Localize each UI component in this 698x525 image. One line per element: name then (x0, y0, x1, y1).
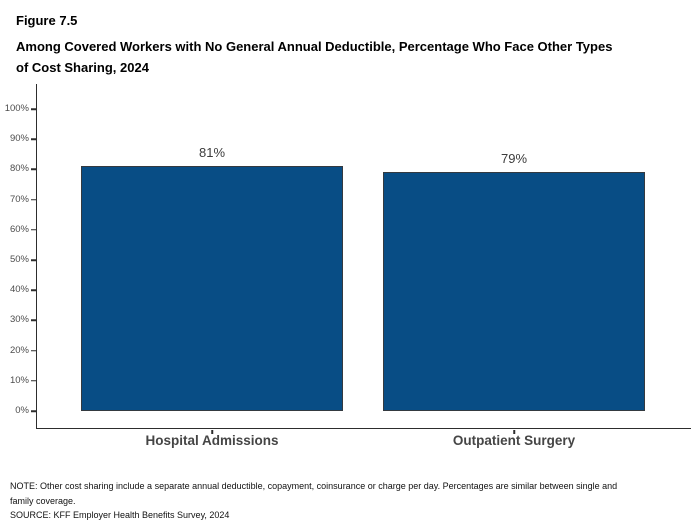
y-tick-mark (31, 349, 36, 352)
x-axis-line (36, 428, 691, 429)
y-tick-label: 100% (4, 103, 29, 114)
y-tick-mark (31, 319, 36, 322)
y-tick-label: 60% (9, 223, 29, 235)
y-tick-label: 50% (9, 254, 29, 265)
y-tick-mark (31, 138, 36, 140)
y-tick-label: 40% (9, 284, 29, 296)
x-category-label: Hospital Admissions (145, 433, 279, 448)
y-tick-mark (31, 198, 36, 201)
y-tick-mark (31, 259, 36, 261)
chart-title-line1: Among Covered Workers with No General An… (16, 39, 613, 54)
bar-1 (383, 172, 645, 411)
x-tick-mark (513, 429, 515, 434)
footer-notes: NOTE: Other cost sharing include a separ… (10, 479, 695, 523)
y-tick-label: 70% (9, 193, 29, 205)
bar-value-label: 81% (198, 145, 226, 161)
y-tick-label: 0% (15, 405, 29, 416)
y-tick-label: 90% (9, 133, 29, 145)
source-text: SOURCE: KFF Employer Health Benefits Sur… (10, 510, 230, 520)
note-text-line2: family coverage. (10, 495, 76, 506)
y-tick-mark (31, 229, 36, 231)
y-tick-mark (31, 410, 36, 412)
y-tick-label: 10% (9, 374, 29, 386)
note-text-line1: NOTE: Other cost sharing include a separ… (10, 481, 618, 491)
bar-0 (81, 166, 343, 411)
y-tick-mark (31, 380, 36, 382)
chart-title-line2: of Cost Sharing, 2024 (16, 60, 149, 75)
y-tick-label: 80% (9, 163, 29, 175)
y-tick-mark (31, 289, 36, 291)
y-tick-mark (31, 168, 36, 171)
bar-value-label: 79% (500, 151, 528, 167)
y-axis-line (36, 84, 37, 429)
x-tick-mark (211, 429, 213, 434)
chart-title: Among Covered Workers with No General An… (16, 36, 686, 78)
y-tick-mark (31, 108, 36, 110)
y-tick-label: 20% (9, 344, 29, 356)
y-tick-label: 30% (9, 314, 29, 326)
x-category-label: Outpatient Surgery (452, 433, 576, 448)
figure-number-label: Figure 7.5 (16, 13, 78, 28)
